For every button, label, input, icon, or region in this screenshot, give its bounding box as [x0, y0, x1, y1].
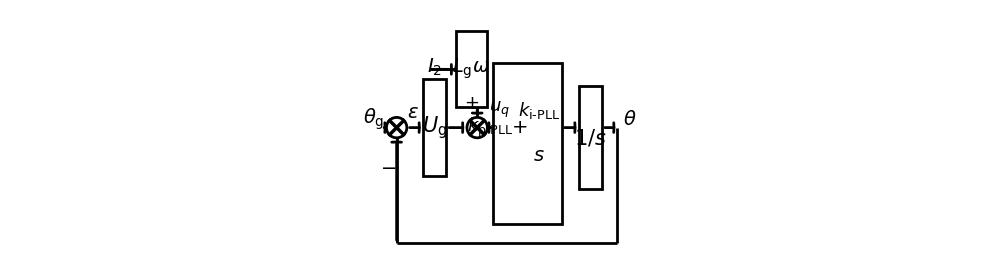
Bar	[456, 31, 487, 107]
Text: $L_{\mathrm{g}}\omega$: $L_{\mathrm{g}}\omega$	[452, 57, 490, 81]
Text: $k_{\mathrm{i\text{-}PLL}}$: $k_{\mathrm{i\text{-}PLL}}$	[518, 100, 560, 121]
Circle shape	[386, 117, 407, 138]
Bar	[493, 63, 562, 224]
Text: $U_{\mathrm{g}}$: $U_{\mathrm{g}}$	[422, 114, 447, 141]
Text: $1/s$: $1/s$	[574, 127, 607, 148]
Text: $-$: $-$	[380, 158, 396, 176]
Text: $k_{\mathrm{p\text{-}PLL}}$: $k_{\mathrm{p\text{-}PLL}}$	[467, 116, 513, 140]
Text: $+$: $+$	[464, 95, 479, 112]
Bar	[579, 86, 602, 189]
Text: $\theta_{\mathrm{g}}$: $\theta_{\mathrm{g}}$	[363, 107, 385, 132]
Text: $I_{2}$: $I_{2}$	[427, 56, 442, 78]
Text: $s$: $s$	[533, 147, 545, 165]
Text: $\varepsilon$: $\varepsilon$	[407, 104, 419, 122]
Text: $+$: $+$	[511, 119, 527, 137]
Text: $u_{q}$: $u_{q}$	[489, 100, 510, 120]
Text: $\theta$: $\theta$	[623, 110, 637, 129]
Circle shape	[467, 117, 487, 138]
Bar	[423, 79, 446, 176]
